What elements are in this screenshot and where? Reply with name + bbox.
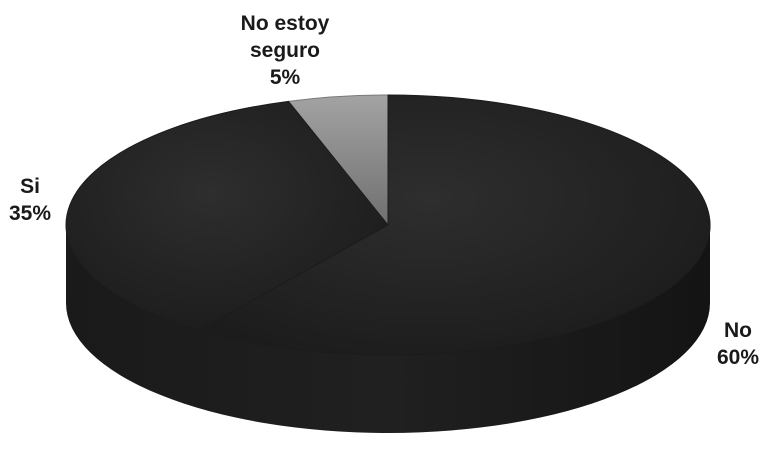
slice-label-no-estoy-seguro: No estoy seguro 5% [225, 10, 345, 91]
pie-side-wall [66, 225, 710, 433]
slice-label-no-estoy-seguro-line1: No estoy [240, 12, 330, 35]
slice-label-no-name: No [724, 319, 752, 342]
slice-label-no-estoy-seguro-line2: seguro [249, 39, 320, 62]
slice-value-no-estoy-seguro: 5% [269, 66, 301, 89]
slice-label-si-name: Si [20, 175, 40, 198]
slice-value-no: 60% [716, 346, 760, 369]
slice-label-si: Si 35% [0, 173, 60, 227]
pie-group [65, 94, 711, 433]
slice-value-si: 35% [8, 202, 52, 225]
slice-label-no: No 60% [708, 317, 768, 371]
pie-slice-si [65, 100, 389, 331]
pie-slice-no [197, 94, 711, 356]
